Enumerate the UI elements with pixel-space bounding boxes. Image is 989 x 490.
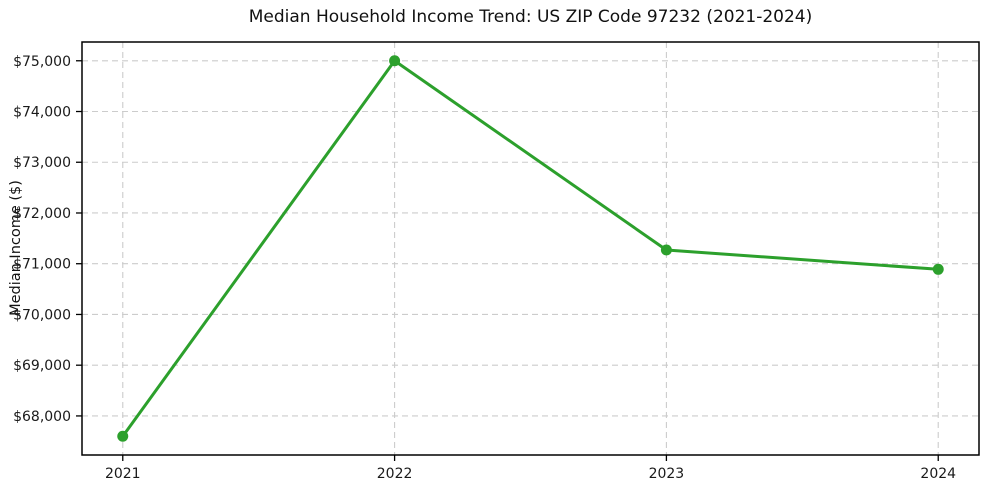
data-point-marker bbox=[932, 263, 944, 275]
y-tick-label: $72,000 bbox=[13, 206, 71, 222]
y-tick-label: $70,000 bbox=[13, 307, 71, 323]
y-tick-label: $68,000 bbox=[13, 409, 71, 425]
y-tick-label: $75,000 bbox=[13, 54, 71, 70]
y-tick-label: $73,000 bbox=[13, 155, 71, 171]
x-tick-label: 2023 bbox=[649, 466, 685, 482]
trend-line bbox=[121, 59, 940, 438]
data-point-marker bbox=[117, 430, 129, 442]
y-tick-label: $71,000 bbox=[13, 257, 71, 273]
chart-title: Median Household Income Trend: US ZIP Co… bbox=[248, 7, 813, 27]
x-tick-label: 2022 bbox=[377, 466, 413, 482]
data-point-marker bbox=[389, 55, 401, 67]
y-tick-label: $74,000 bbox=[13, 105, 71, 121]
y-tick-label: $69,000 bbox=[13, 358, 71, 374]
x-tick-label: 2024 bbox=[920, 466, 956, 482]
x-tick-label: 2021 bbox=[105, 466, 141, 482]
plot-border bbox=[81, 41, 980, 456]
data-point-marker bbox=[660, 244, 672, 256]
